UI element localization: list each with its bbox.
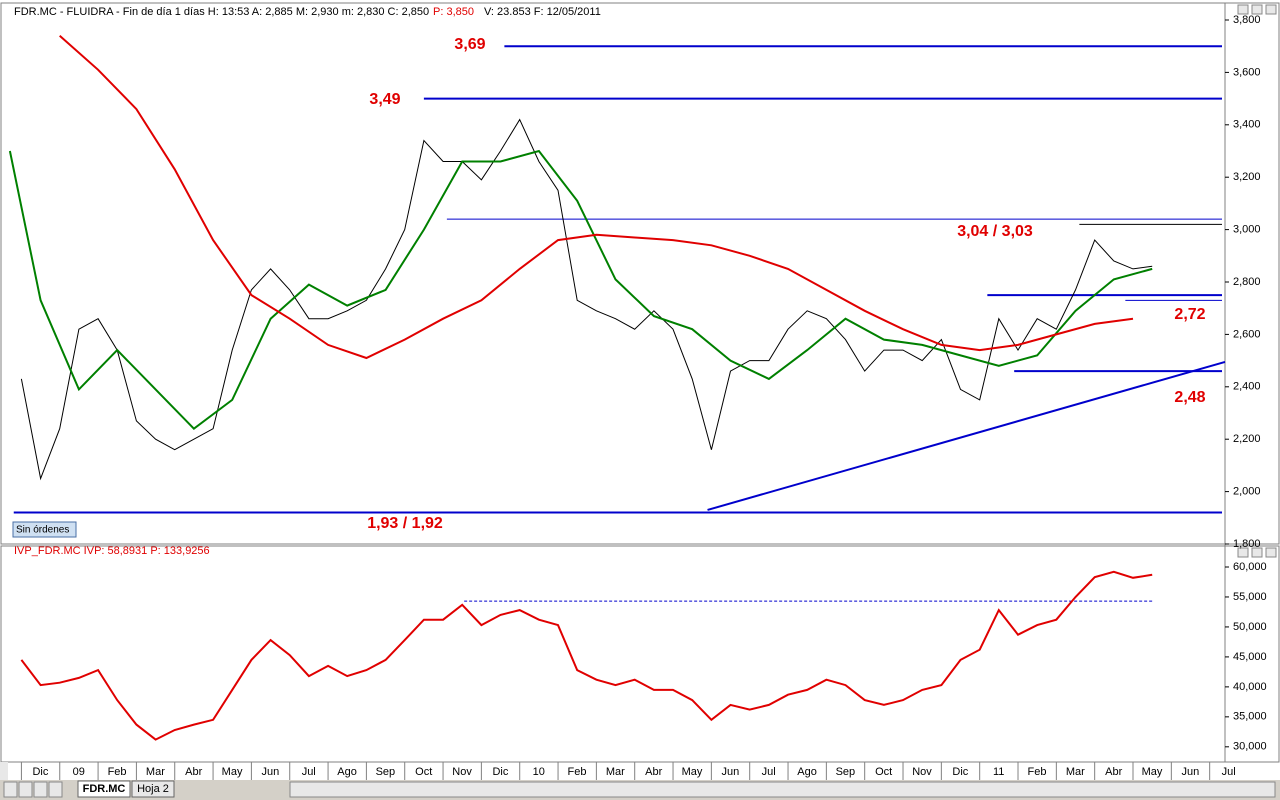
sheet-tab-label[interactable]: Hoja 2	[137, 783, 169, 795]
x-tick-label: Mar	[146, 766, 165, 778]
trend-line	[707, 360, 1226, 511]
scrollbar[interactable]	[289, 781, 1276, 798]
panel-button[interactable]	[1237, 547, 1249, 558]
nav-next[interactable]	[33, 781, 48, 798]
y-tick-label: 55,000	[1233, 591, 1267, 603]
annotation: 3,49	[369, 91, 400, 108]
x-tick-label: Feb	[1028, 766, 1047, 778]
x-tick-label: 09	[73, 766, 85, 778]
x-tick-label: Mar	[606, 766, 625, 778]
y-tick-label: 60,000	[1233, 561, 1267, 573]
series-line	[8, 149, 1153, 431]
nav-first[interactable]	[3, 781, 18, 798]
x-tick-label: Sep	[836, 766, 856, 778]
y-tick-label: 3,400	[1233, 119, 1261, 131]
y-tick-label: 35,000	[1233, 711, 1267, 723]
series-line	[59, 34, 1134, 360]
x-tick-label: Feb	[108, 766, 127, 778]
x-tick-label: Abr	[645, 766, 662, 778]
y-tick-label: 40,000	[1233, 681, 1267, 693]
y-tick-label: 50,000	[1233, 621, 1267, 633]
y-tick-label: 2,400	[1233, 381, 1261, 393]
annotation: 3,04 / 3,03	[957, 223, 1033, 240]
x-tick-label: Ago	[797, 766, 817, 778]
x-tick-label: Jun	[262, 766, 280, 778]
price-panel-frame	[0, 2, 1280, 545]
x-tick-label: May	[1142, 766, 1163, 778]
price-title-tail: V: 23.853 F: 12/05/2011	[484, 6, 601, 18]
nav-last[interactable]	[48, 781, 63, 798]
x-tick-label: Jun	[1181, 766, 1199, 778]
y-tick-label: 30,000	[1233, 741, 1267, 753]
sheet-tab[interactable]	[77, 780, 131, 798]
x-tick-label: Ago	[337, 766, 357, 778]
x-tick-label: Jun	[721, 766, 739, 778]
x-tick-label: Sep	[376, 766, 396, 778]
indicator-title: IVP_FDR.MC IVP: 58,8931 P: 133,9256	[14, 545, 210, 557]
x-tick-label: Dic	[952, 766, 968, 778]
nav-prev[interactable]	[18, 781, 33, 798]
y-tick-label: 1,800	[1233, 538, 1261, 550]
y-tick-label: 45,000	[1233, 651, 1267, 663]
x-tick-label: Jul	[1222, 766, 1236, 778]
x-tick-label: Jul	[302, 766, 316, 778]
y-tick-label: 2,000	[1233, 486, 1261, 498]
sheet-tab-label[interactable]: FDR.MC	[83, 783, 126, 795]
x-tick-label: 10	[533, 766, 545, 778]
x-tick-label: Jul	[762, 766, 776, 778]
y-tick-label: 2,200	[1233, 433, 1261, 445]
x-tick-label: May	[222, 766, 243, 778]
y-tick-label: 2,600	[1233, 328, 1261, 340]
x-tick-label: Abr	[185, 766, 202, 778]
status-label: Sin órdenes	[16, 525, 69, 536]
x-tick-label: Abr	[1105, 766, 1122, 778]
annotation: 3,69	[454, 36, 485, 53]
status-box	[12, 521, 77, 538]
panel-button[interactable]	[1265, 4, 1277, 15]
y-tick-label: 3,000	[1233, 224, 1261, 236]
y-tick-label: 3,800	[1233, 14, 1261, 26]
panel-button[interactable]	[1251, 547, 1263, 558]
y-tick-label: 3,200	[1233, 171, 1261, 183]
x-tick-label: 11	[993, 766, 1004, 778]
price-title-highlight: P: 3,850	[433, 6, 474, 18]
axis-corner	[0, 762, 8, 780]
annotation: 2,72	[1174, 306, 1205, 323]
x-tick-label: Nov	[452, 766, 472, 778]
x-tick-label: Oct	[875, 766, 892, 778]
annotation: 1,93 / 1,92	[367, 515, 443, 532]
panel-button[interactable]	[1265, 547, 1277, 558]
y-tick-label: 2,800	[1233, 276, 1261, 288]
panel-button[interactable]	[1251, 4, 1263, 15]
x-tick-label: Dic	[492, 766, 508, 778]
annotation: 2,48	[1174, 389, 1205, 406]
x-tick-label: Dic	[32, 766, 48, 778]
x-tick-label: May	[682, 766, 703, 778]
x-tick-label: Feb	[568, 766, 587, 778]
series-line	[20, 118, 1153, 481]
y-tick-label: 3,600	[1233, 66, 1261, 78]
panel-button[interactable]	[1237, 4, 1249, 15]
x-tick-label: Nov	[912, 766, 932, 778]
x-tick-label: Oct	[415, 766, 432, 778]
x-tick-label: Mar	[1066, 766, 1085, 778]
series-line	[20, 570, 1153, 741]
sheet-tab[interactable]	[131, 780, 175, 798]
price-title: FDR.MC - FLUIDRA - Fin de día 1 días H: …	[14, 6, 429, 18]
